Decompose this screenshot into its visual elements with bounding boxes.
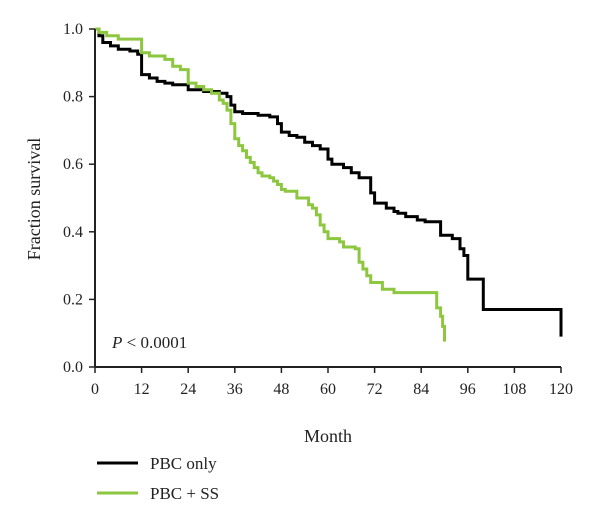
x-tick-label: 72 (367, 381, 383, 398)
y-tick-label: 0.0 (63, 359, 83, 376)
x-tick-label: 96 (460, 381, 476, 398)
legend-label-pbc-only: PBC only (150, 454, 217, 473)
p-value-symbol: P (111, 333, 122, 352)
x-tick-label: 48 (273, 381, 289, 398)
legend-label-pbc-ss: PBC + SS (150, 484, 219, 503)
y-tick-label: 0.4 (63, 224, 83, 241)
legend: PBC only PBC + SS (97, 454, 219, 503)
series-line-1 (95, 27, 446, 342)
y-tick-label: 0.6 (63, 156, 83, 173)
axes: 0.0 0.2 0.4 0.6 0.8 1.0 0 12 24 36 48 60 72 84 96 108 1… (63, 21, 573, 398)
y-axis-title: Fraction survival (24, 138, 44, 260)
x-tick-label: 24 (180, 381, 196, 398)
y-tick-label: 1.0 (63, 21, 83, 38)
x-tick-label: 0 (91, 381, 99, 398)
x-tick-label: 120 (549, 381, 573, 398)
x-ticks: 0 12 24 36 48 60 72 84 96 108 120 (91, 367, 573, 398)
x-tick-label: 36 (227, 381, 243, 398)
plot-lines (95, 27, 563, 342)
series-line-0 (95, 27, 563, 337)
p-value-rest: < 0.0001 (122, 333, 187, 352)
y-tick-label: 0.2 (63, 291, 83, 308)
x-tick-label: 84 (413, 381, 429, 398)
y-tick-label: 0.8 (63, 89, 83, 106)
x-tick-label: 12 (134, 381, 150, 398)
y-ticks: 0.0 0.2 0.4 0.6 0.8 1.0 (63, 21, 95, 376)
p-value-annotation: P < 0.0001 (111, 333, 187, 352)
x-tick-label: 60 (320, 381, 336, 398)
x-axis-title: Month (304, 426, 352, 446)
x-tick-label: 108 (502, 381, 526, 398)
